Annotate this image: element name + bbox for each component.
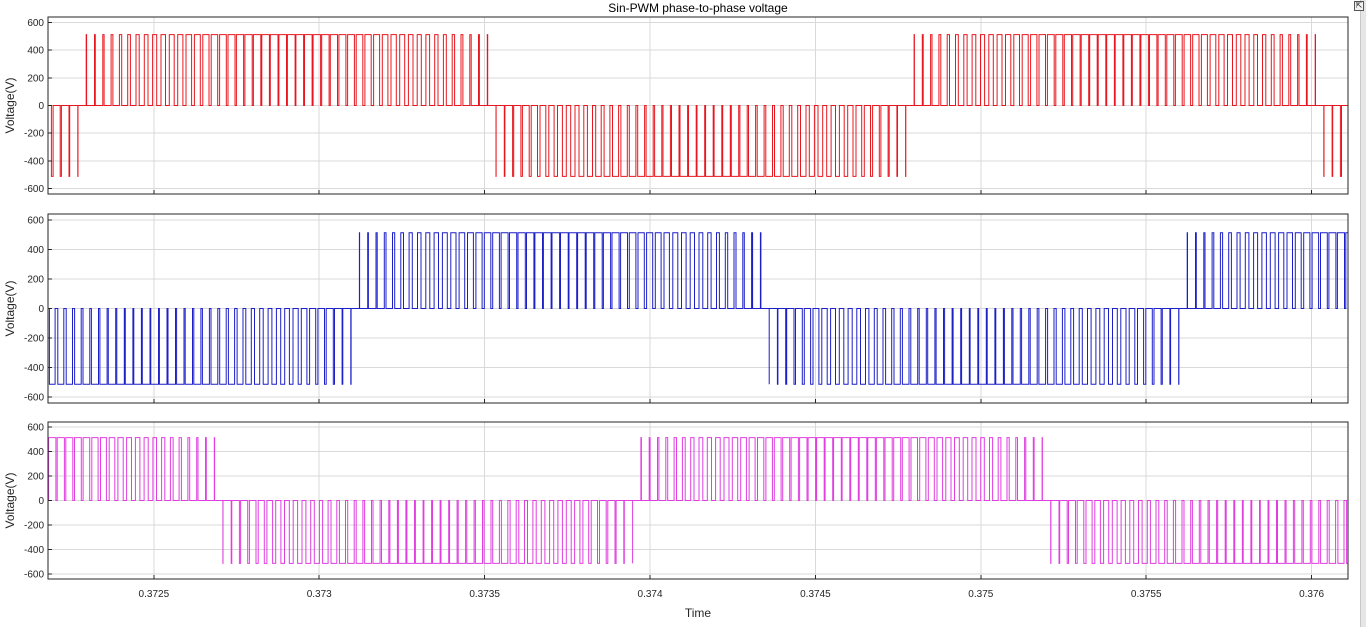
series-line-3 [48, 437, 1349, 564]
y-tick-label: 200 [27, 471, 44, 482]
x-axis-label: Time [685, 606, 712, 620]
y-tick-label: 0 [38, 304, 44, 315]
x-tick-label: 0.3735 [469, 589, 500, 600]
x-tick-label: 0.3725 [139, 589, 170, 600]
series-line-1 [48, 34, 1349, 177]
y-tick-label: -400 [24, 545, 44, 556]
y-tick-label: -200 [24, 521, 44, 532]
y-tick-label: 600 [27, 18, 44, 29]
x-tick-label: 0.3755 [1131, 589, 1162, 600]
y-tick-label: 600 [27, 215, 44, 226]
y-tick-label: 0 [38, 496, 44, 507]
y-tick-label: 200 [27, 73, 44, 84]
y-tick-label: -400 [24, 363, 44, 374]
series-line-2 [48, 232, 1349, 385]
y-tick-label: -600 [24, 570, 44, 581]
y-tick-label: -600 [24, 184, 44, 195]
subplot-2: -600 -400 -200 0 200 400 600 Voltage(V) [3, 213, 1349, 404]
subplot-3: -600 -400 -200 0 200 400 600 Voltage(V) [3, 421, 1349, 581]
x-tick-label: 0.3745 [800, 589, 831, 600]
y-tick-label: -200 [24, 334, 44, 345]
y-tick-label: -600 [24, 393, 44, 404]
chart-title: Sin-PWM phase-to-phase voltage [608, 1, 788, 15]
y-axis-label: Voltage(V) [3, 280, 17, 336]
y-tick-label: -200 [24, 129, 44, 140]
y-tick-label: 0 [38, 101, 44, 112]
y-tick-label: 400 [27, 245, 44, 256]
window-corner-button[interactable]: ⇱ [1354, 1, 1364, 11]
y-axis-label: Voltage(V) [3, 472, 17, 528]
y-tick-label: 600 [27, 422, 44, 433]
x-tick-label: 0.375 [968, 589, 993, 600]
y-axis-label: Voltage(V) [3, 77, 17, 133]
x-tick-label: 0.374 [638, 589, 663, 600]
scrollbar[interactable] [1360, 0, 1366, 627]
x-tick-label: 0.373 [307, 589, 332, 600]
x-tick-label: 0.376 [1299, 589, 1324, 600]
y-tick-label: -400 [24, 156, 44, 167]
y-tick-label: 400 [27, 447, 44, 458]
subplot-1: -600 -400 -200 0 200 400 600 Voltage(V) [3, 16, 1349, 195]
y-tick-label: 200 [27, 274, 44, 285]
y-tick-label: 400 [27, 46, 44, 57]
